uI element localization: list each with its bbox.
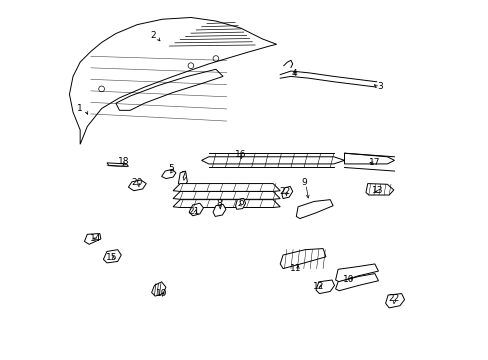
Polygon shape <box>103 249 121 263</box>
Polygon shape <box>213 204 225 216</box>
Text: 10: 10 <box>343 275 354 284</box>
Text: 22: 22 <box>387 294 399 303</box>
Polygon shape <box>107 163 128 166</box>
Polygon shape <box>344 153 394 164</box>
Text: 22: 22 <box>278 187 289 196</box>
Polygon shape <box>128 180 146 191</box>
Text: 18: 18 <box>118 157 129 166</box>
Text: 19: 19 <box>156 289 167 298</box>
Text: 8: 8 <box>216 199 221 208</box>
Text: 14: 14 <box>89 234 101 243</box>
Polygon shape <box>335 264 378 282</box>
Text: 2: 2 <box>150 31 156 40</box>
Polygon shape <box>173 200 280 207</box>
Text: 1: 1 <box>77 104 83 113</box>
Polygon shape <box>296 200 332 219</box>
Polygon shape <box>280 249 325 269</box>
Text: 21: 21 <box>188 207 199 216</box>
Polygon shape <box>151 282 165 296</box>
Text: 9: 9 <box>301 178 307 187</box>
Text: 7: 7 <box>180 171 185 180</box>
Polygon shape <box>365 184 393 195</box>
Polygon shape <box>315 280 334 294</box>
Text: 17: 17 <box>368 158 380 167</box>
Text: 12: 12 <box>312 282 324 291</box>
Polygon shape <box>162 169 176 179</box>
Text: 3: 3 <box>377 82 382 91</box>
Polygon shape <box>282 186 292 199</box>
Polygon shape <box>189 203 203 216</box>
Text: 11: 11 <box>289 264 301 273</box>
Polygon shape <box>69 18 276 144</box>
Polygon shape <box>335 274 378 291</box>
Polygon shape <box>178 171 187 186</box>
Polygon shape <box>201 157 344 164</box>
Text: 16: 16 <box>234 150 245 159</box>
Text: 5: 5 <box>168 164 174 173</box>
Text: 15: 15 <box>105 253 117 262</box>
Polygon shape <box>235 199 245 209</box>
Text: 4: 4 <box>291 69 297 78</box>
Text: 20: 20 <box>131 178 142 187</box>
Polygon shape <box>173 184 280 192</box>
Polygon shape <box>84 234 101 244</box>
Text: 6: 6 <box>238 198 244 207</box>
Polygon shape <box>385 294 404 308</box>
Text: 13: 13 <box>371 185 383 194</box>
Polygon shape <box>173 192 280 199</box>
